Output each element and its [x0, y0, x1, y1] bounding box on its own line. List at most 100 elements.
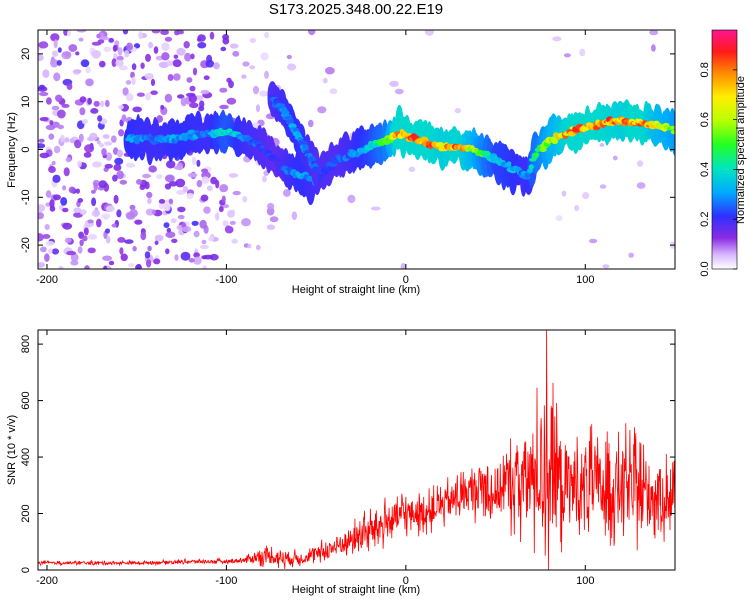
spectrogram-noise-cell — [136, 92, 145, 97]
spectrogram-noise-cell — [171, 238, 178, 243]
colorbar-tick-label: 0.0 — [699, 261, 711, 276]
spectrogram-noise-cell — [241, 74, 247, 79]
spectrogram-noise-cell — [44, 253, 50, 262]
spectrogram-noise-cell — [226, 97, 237, 105]
spectrogram-noise-cell — [262, 175, 267, 183]
spectrogram-noise-cell — [192, 67, 198, 76]
spectrogram-noise-cell — [38, 233, 44, 242]
spectrogram-noise-cell — [79, 96, 87, 103]
spectrogram-noise-cell — [370, 206, 381, 211]
spectrogram-noise-cell — [249, 65, 256, 70]
spectrogram-noise-cell — [561, 190, 567, 197]
spectrogram-noise-cell — [133, 43, 141, 49]
spectrogram-noise-cell — [144, 181, 150, 190]
spectrogram-noise-cell — [203, 254, 213, 260]
spectrogram-noise-cell — [97, 115, 103, 122]
snr-x-axis-label: Height of straight line (km) — [292, 584, 420, 596]
spectrogram-noise-cell — [187, 172, 198, 178]
spectrogram-noise-cell — [563, 53, 571, 58]
spectrogram-noise-cell — [255, 244, 261, 251]
spectrogram-ridge-core — [669, 125, 675, 130]
spectrogram-noise-cell — [317, 106, 327, 114]
spectrogram-noise-cell — [203, 75, 210, 80]
spectrogram-noise-cell — [196, 179, 203, 188]
spectrogram-noise-cell — [185, 92, 196, 97]
spectrogram-noise-cell — [73, 207, 82, 213]
spectrogram-noise-cell — [147, 198, 152, 204]
spectrogram-noise-cell — [132, 106, 142, 113]
spectrogram-noise-cell — [636, 182, 646, 189]
spectrogram-noise-cell — [98, 143, 105, 148]
spectrogram-noise-cell — [105, 235, 111, 244]
spectrogram-noise-cell — [173, 73, 181, 81]
spectrogram-noise-cell — [612, 155, 618, 161]
spectrogram-noise-cell — [266, 206, 275, 216]
spectrogram-branch-core — [282, 110, 290, 116]
spectrogram-noise-cell — [120, 253, 128, 262]
spectrogram-x-axis-label: Height of straight line (km) — [292, 284, 420, 296]
spectrogram-noise-cell — [408, 166, 416, 172]
spectrogram-noise-cell — [213, 62, 220, 70]
spectrogram-noise-cell — [232, 50, 240, 57]
spectrogram-branch-core — [287, 119, 294, 124]
spectrogram-noise-cell — [104, 163, 113, 169]
spectrogram-noise-cell — [53, 145, 61, 154]
spectrogram-noise-cell — [347, 194, 356, 204]
spectrogram-noise-cell — [73, 69, 82, 74]
spectrogram-noise-cell — [39, 91, 49, 97]
snr-x-tick-label: -100 — [215, 575, 237, 587]
spectrogram-noise-cell — [242, 196, 248, 203]
snr-panel: -200 -100 0 100 0 200 400 600 800 Height of str… — [6, 329, 676, 596]
spectrogram-noise-cell — [228, 80, 234, 89]
spectrogram-noise-cell — [308, 119, 314, 128]
spectrogram-noise-cell — [62, 207, 69, 213]
spectrogram-noise-cell — [222, 34, 230, 40]
spectrogram-branch-core — [302, 144, 309, 150]
spectrogram-noise-cell — [122, 87, 129, 96]
spectrogram-noise-cell — [62, 222, 73, 230]
spectrogram-noise-cell — [308, 30, 316, 36]
spectrogram-noise-cell — [209, 253, 219, 261]
spectrogram-noise-cell — [96, 218, 102, 228]
spectrogram-noise-cell — [196, 159, 201, 167]
spectrogram-noise-cell — [56, 60, 62, 66]
spectrogram-noise-cell — [91, 209, 101, 217]
spectrogram-noise-cell — [105, 228, 110, 234]
spectrogram-noise-cell — [74, 139, 82, 149]
spectrogram-noise-cell — [164, 93, 173, 103]
spectrogram-ridge-core — [539, 147, 547, 152]
spectrogram-noise-cell — [85, 78, 94, 87]
spectrogram-noise-cell — [129, 204, 136, 210]
spectrogram-noise-cell — [203, 206, 211, 214]
spectrogram-noise-cell — [47, 248, 53, 255]
spectrogram-noise-cell — [165, 248, 170, 255]
snr-x-tick-label: -200 — [36, 575, 58, 587]
spectrogram-noise-cell — [651, 44, 656, 52]
spectrogram-noise-cell — [51, 50, 59, 57]
spectrogram-noise-cell — [79, 107, 86, 116]
spectrogram-noise-cell — [134, 219, 143, 225]
colorbar-gradient — [712, 30, 737, 269]
spectrogram-noise-cell — [51, 105, 60, 111]
spectrogram-noise-cell — [291, 211, 298, 220]
spectrogram-noise-cell — [38, 204, 46, 213]
spectrogram-noise-cell — [126, 42, 133, 51]
spectrogram-noise-cell — [200, 194, 209, 202]
spectrogram-noise-cell — [191, 220, 199, 226]
spectrogram-noise-cell — [102, 255, 112, 261]
spectrogram-noise-cell — [199, 219, 207, 229]
spectrogram-noise-cell — [117, 237, 126, 243]
spectrogram-noise-cell — [113, 194, 119, 204]
spectrogram-noise-cell — [227, 210, 235, 218]
spectrogram-noise-cell — [125, 93, 134, 102]
spectrogram-noise-cell — [154, 234, 164, 242]
spectrogram-noise-cell — [174, 30, 180, 36]
spectrogram-noise-cell — [232, 190, 241, 196]
spectrogram-noise-cell — [150, 78, 156, 86]
spectrogram-noise-cell — [51, 248, 60, 255]
spectrogram-noise-cell — [52, 194, 62, 201]
spectrogram-noise-cell — [93, 182, 98, 191]
spectrogram-noise-cell — [247, 243, 252, 249]
spectrogram-noise-cell — [112, 44, 117, 52]
